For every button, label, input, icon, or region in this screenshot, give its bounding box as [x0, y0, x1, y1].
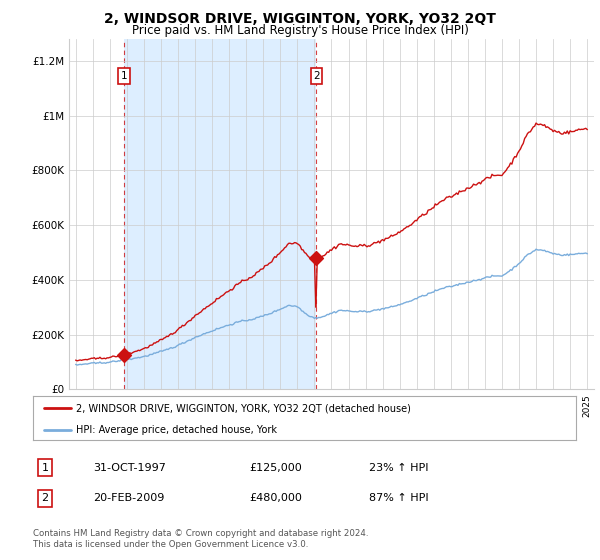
Text: 2, WINDSOR DRIVE, WIGGINTON, YORK, YO32 2QT (detached house): 2, WINDSOR DRIVE, WIGGINTON, YORK, YO32 … [76, 403, 412, 413]
Text: 1: 1 [121, 71, 127, 81]
Text: 1: 1 [41, 463, 49, 473]
Text: 23% ↑ HPI: 23% ↑ HPI [369, 463, 428, 473]
Point [119, 351, 129, 360]
Text: Contains HM Land Registry data © Crown copyright and database right 2024.
This d: Contains HM Land Registry data © Crown c… [33, 529, 368, 549]
Text: 2, WINDSOR DRIVE, WIGGINTON, YORK, YO32 2QT: 2, WINDSOR DRIVE, WIGGINTON, YORK, YO32 … [104, 12, 496, 26]
Text: 31-OCT-1997: 31-OCT-1997 [93, 463, 166, 473]
Text: 2: 2 [313, 71, 320, 81]
Bar [124, 39, 316, 389]
Text: £125,000: £125,000 [249, 463, 302, 473]
Text: 2: 2 [41, 493, 49, 503]
Text: Price paid vs. HM Land Registry's House Price Index (HPI): Price paid vs. HM Land Registry's House … [131, 24, 469, 36]
Text: £480,000: £480,000 [249, 493, 302, 503]
Text: 87% ↑ HPI: 87% ↑ HPI [369, 493, 428, 503]
Text: HPI: Average price, detached house, York: HPI: Average price, detached house, York [76, 425, 277, 435]
Point [311, 254, 321, 263]
Text: 20-FEB-2009: 20-FEB-2009 [93, 493, 164, 503]
